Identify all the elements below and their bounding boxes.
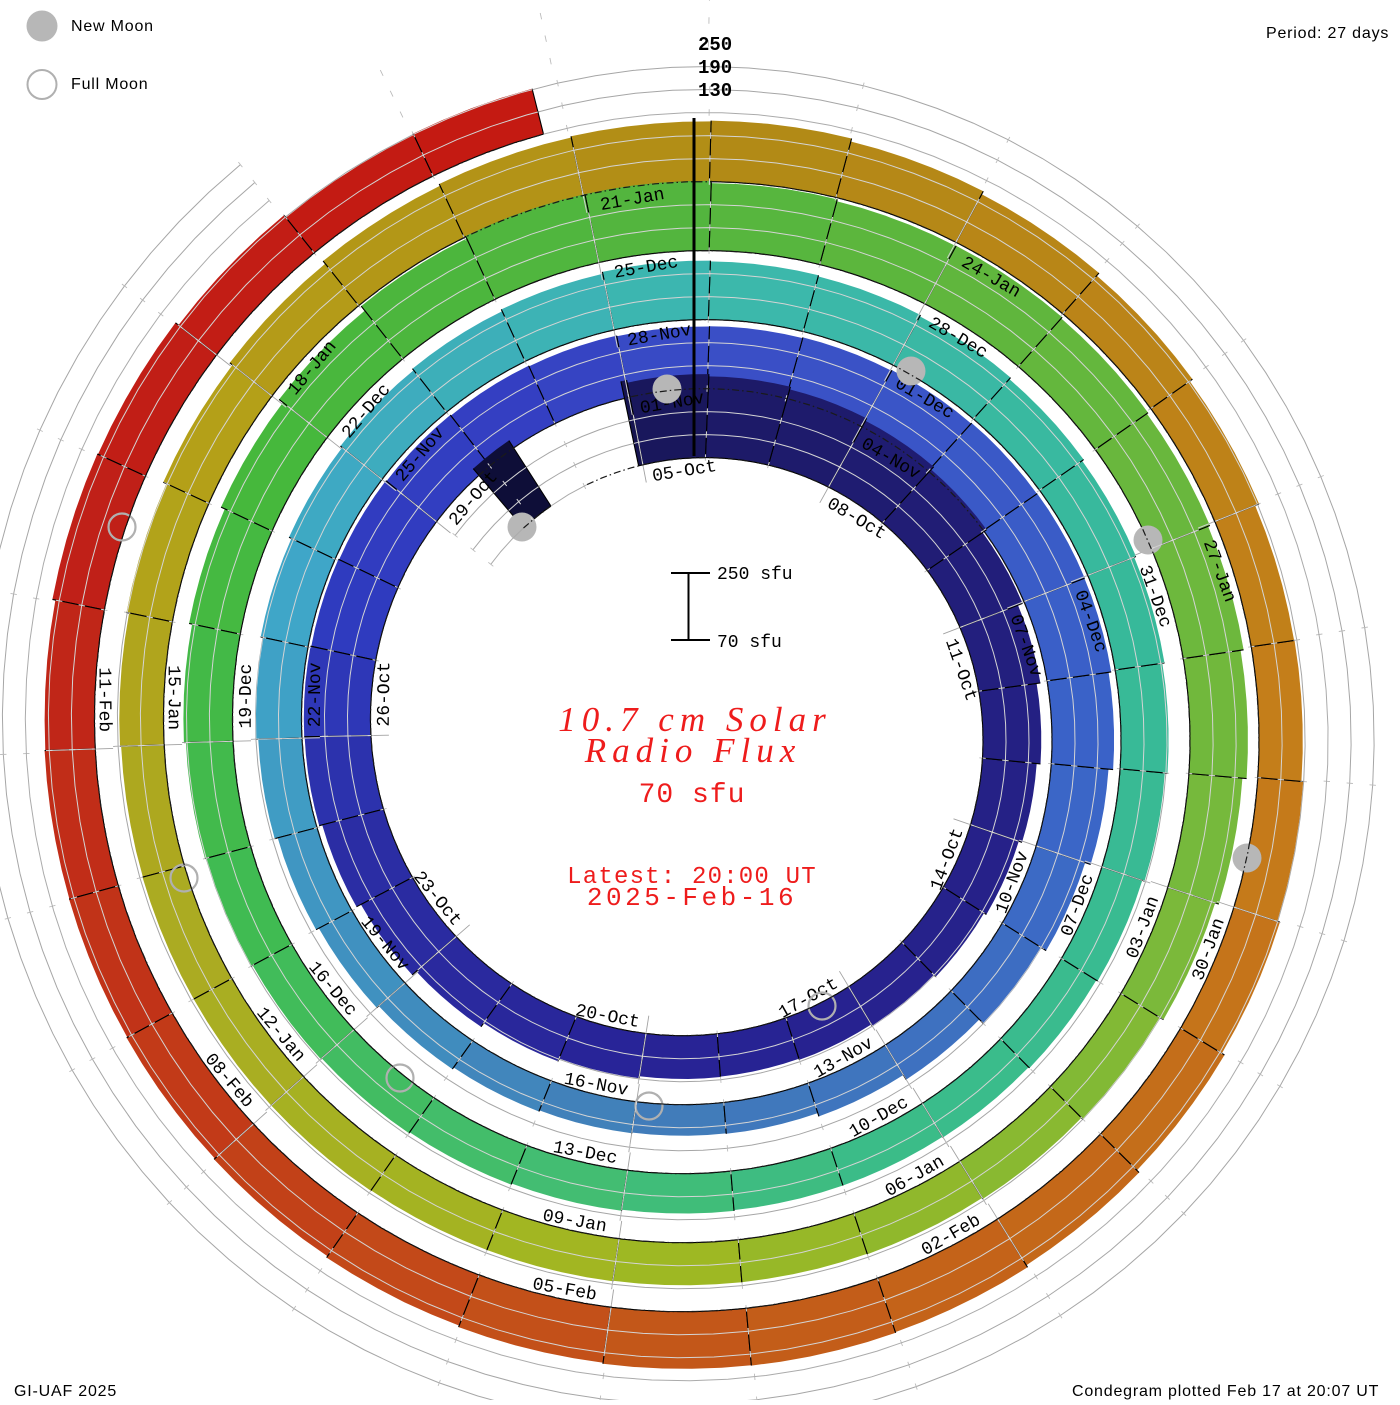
svg-text:70 sfu: 70 sfu bbox=[717, 633, 782, 653]
svg-text:15-Jan: 15-Jan bbox=[163, 665, 183, 730]
svg-text:Latest: 20:00 UT: Latest: 20:00 UT bbox=[567, 864, 817, 891]
svg-text:Period: 27 days: Period: 27 days bbox=[1266, 25, 1389, 42]
svg-text:130: 130 bbox=[698, 80, 732, 102]
svg-text:Condegram plotted Feb 17 at 20: Condegram plotted Feb 17 at 20:07 UT bbox=[1072, 1383, 1379, 1400]
svg-text:70 sfu: 70 sfu bbox=[639, 780, 746, 811]
svg-text:11-Feb: 11-Feb bbox=[93, 667, 113, 732]
svg-text:26-Oct: 26-Oct bbox=[375, 662, 396, 727]
svg-text:10.7 cm Solar: 10.7 cm Solar bbox=[558, 700, 831, 739]
svg-text:19-Dec: 19-Dec bbox=[237, 664, 257, 729]
svg-text:2025-Feb-16: 2025-Feb-16 bbox=[587, 883, 797, 913]
svg-text:Radio Flux: Radio Flux bbox=[584, 731, 802, 770]
svg-text:GI-UAF 2025: GI-UAF 2025 bbox=[14, 1383, 117, 1400]
svg-text:New Moon: New Moon bbox=[71, 18, 154, 35]
svg-text:Full Moon: Full Moon bbox=[71, 76, 148, 93]
svg-text:22-Nov: 22-Nov bbox=[306, 662, 326, 727]
svg-text:250: 250 bbox=[698, 34, 732, 56]
svg-text:190: 190 bbox=[698, 57, 732, 79]
svg-text:250 sfu: 250 sfu bbox=[717, 565, 793, 585]
